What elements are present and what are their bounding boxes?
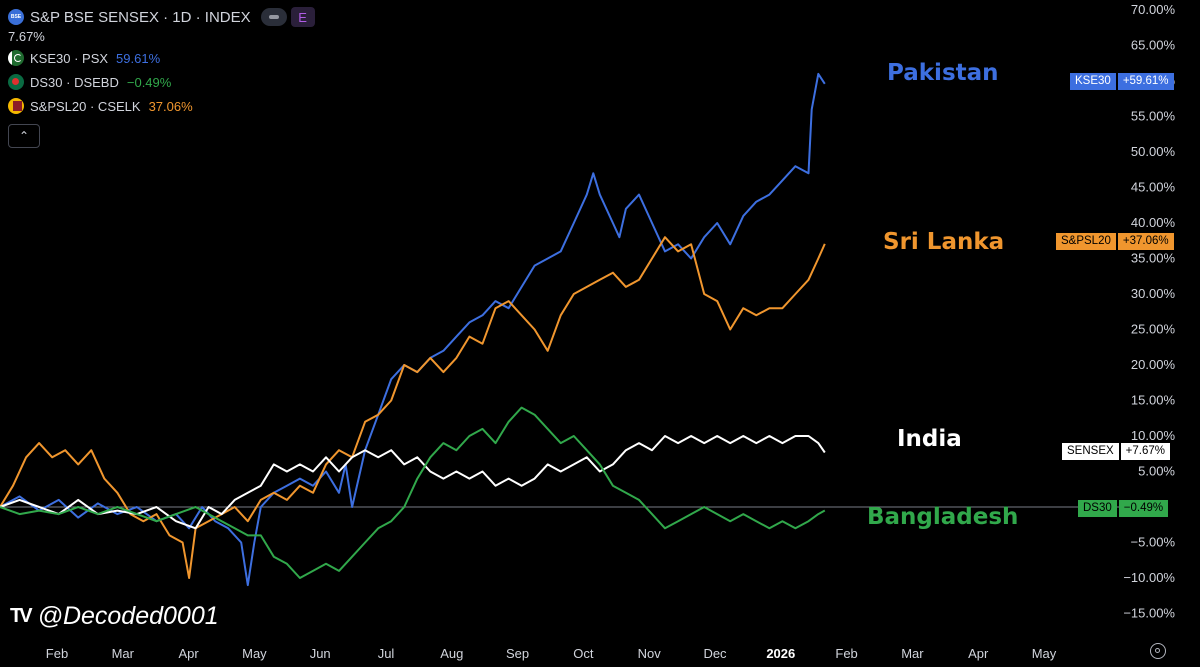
- main-symbol-row[interactable]: BSE S&P BSE SENSEX · 1D · INDEX E: [8, 6, 315, 28]
- y-tick-label: 50.00%: [1131, 144, 1176, 159]
- earnings-badge[interactable]: E: [290, 7, 315, 27]
- y-tick-label: −5.00%: [1131, 535, 1176, 550]
- price-tag-spsl20: S&PSL20 +37.06%: [1056, 233, 1174, 250]
- label-srilanka: Sri Lanka: [883, 229, 1005, 255]
- bse-logo-icon: BSE: [8, 9, 24, 25]
- legend-symbol-value: 59.61%: [116, 50, 161, 66]
- price-tag-sensex: SENSEX +7.67%: [1062, 443, 1170, 460]
- y-tick-label: 55.00%: [1131, 109, 1176, 124]
- y-tick-label: 35.00%: [1131, 251, 1176, 266]
- x-tick-label: May: [242, 646, 267, 661]
- watermark-handle: @Decoded0001: [37, 602, 219, 630]
- series-line-ds30: [0, 406, 826, 579]
- x-tick-label: Jun: [310, 646, 331, 661]
- y-tick-label: 25.00%: [1131, 322, 1176, 337]
- x-tick-label: May: [1032, 646, 1057, 661]
- x-tick-label: Dec: [703, 646, 727, 661]
- x-tick-label: Mar: [901, 646, 924, 661]
- x-tick-label: Feb: [46, 646, 68, 661]
- series-line-kse30: [0, 72, 826, 587]
- series-line-spsl20: [0, 236, 826, 579]
- legend-row-spsl20[interactable]: S&PSL20 · CSELK 37.06%: [8, 94, 315, 118]
- y-tick-label: 70.00%: [1131, 2, 1176, 17]
- visibility-toggle-button[interactable]: [260, 8, 287, 26]
- legend-row-kse30[interactable]: KSE30 · PSX 59.61%: [8, 46, 315, 70]
- tag-ticker: DS30: [1078, 500, 1117, 517]
- watermark: TV @Decoded0001: [10, 602, 219, 631]
- pakistan-flag-icon: [8, 50, 24, 66]
- legend-collapse-button[interactable]: ⌃: [8, 124, 40, 148]
- tag-value: −0.49%: [1118, 500, 1169, 517]
- x-tick-label: Sep: [506, 646, 529, 661]
- tag-value: +37.06%: [1117, 233, 1174, 250]
- main-symbol-title: S&P BSE SENSEX · 1D · INDEX: [30, 8, 251, 26]
- chevron-up-icon: ⌃: [18, 129, 30, 143]
- x-tick-label: Apr: [178, 646, 199, 661]
- y-tick-label: −10.00%: [1123, 570, 1175, 585]
- y-tick-label: 30.00%: [1131, 286, 1176, 301]
- chart-legend: BSE S&P BSE SENSEX · 1D · INDEX E 7.67% …: [8, 6, 315, 148]
- srilanka-flag-icon: [8, 98, 24, 114]
- y-tick-label: 20.00%: [1131, 357, 1176, 372]
- series-line-sensex: [0, 435, 826, 530]
- label-india: India: [897, 426, 962, 452]
- legend-symbol-value: −0.49%: [126, 74, 172, 90]
- x-tick-label: Mar: [112, 646, 135, 661]
- y-tick-label: −15.00%: [1123, 606, 1175, 621]
- legend-symbol-name: DS30 · DSEBD: [30, 74, 119, 90]
- y-tick-label: 5.00%: [1138, 464, 1175, 479]
- legend-symbol-name: KSE30 · PSX: [30, 50, 109, 66]
- x-tick-label: Aug: [440, 646, 463, 661]
- gear-icon[interactable]: [1150, 643, 1166, 659]
- main-symbol-value: 7.67%: [8, 29, 45, 44]
- legend-symbol-name: S&PSL20 · CSELK: [30, 98, 141, 114]
- x-tick-label: 2026: [766, 646, 795, 661]
- price-tag-ds30: DS30 −0.49%: [1078, 500, 1169, 517]
- x-tick-label: Jul: [378, 646, 395, 661]
- legend-row-ds30[interactable]: DS30 · DSEBD −0.49%: [8, 70, 315, 94]
- legend-symbol-value: 37.06%: [148, 98, 193, 114]
- label-bangladesh: Bangladesh: [867, 504, 1019, 530]
- tag-ticker: SENSEX: [1062, 443, 1119, 460]
- y-tick-label: 10.00%: [1131, 428, 1176, 443]
- bangladesh-flag-icon: [8, 74, 24, 90]
- y-tick-label: 65.00%: [1131, 38, 1176, 53]
- tag-value: +7.67%: [1120, 443, 1170, 460]
- x-tick-label: Feb: [835, 646, 857, 661]
- price-tag-kse30: KSE30 +59.61%: [1070, 73, 1174, 90]
- x-tick-label: Oct: [573, 646, 594, 661]
- tag-value: +59.61%: [1117, 73, 1174, 90]
- tag-ticker: S&PSL20: [1056, 233, 1116, 250]
- eye-icon: [268, 15, 279, 19]
- x-tick-label: Apr: [968, 646, 989, 661]
- label-pakistan: Pakistan: [887, 60, 999, 86]
- tradingview-logo-icon: TV: [10, 605, 32, 627]
- y-tick-label: 45.00%: [1131, 180, 1176, 195]
- x-tick-label: Nov: [638, 646, 662, 661]
- tag-ticker: KSE30: [1070, 73, 1116, 90]
- y-tick-label: 40.00%: [1131, 215, 1176, 230]
- y-tick-label: 15.00%: [1131, 393, 1176, 408]
